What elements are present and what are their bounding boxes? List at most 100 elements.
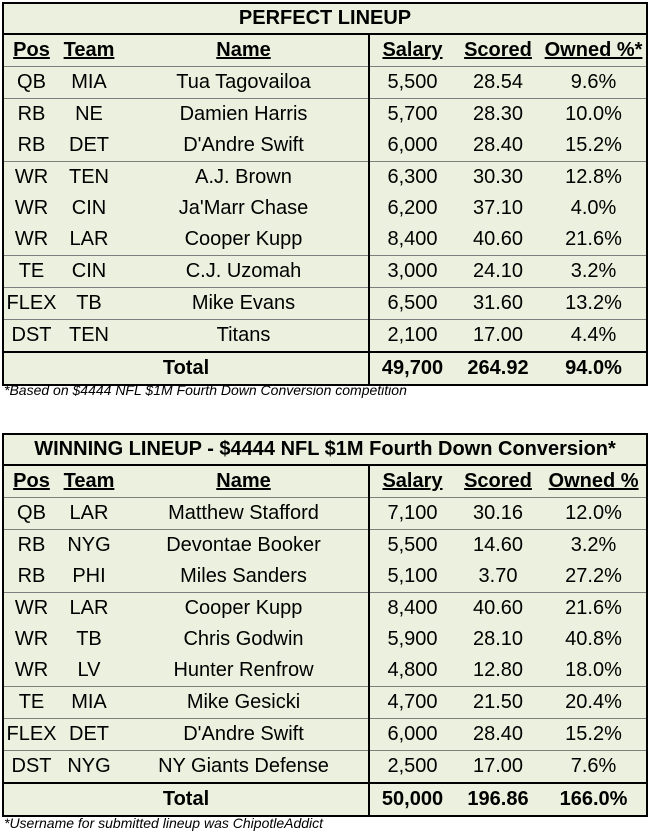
- cell-team: NE: [59, 98, 119, 130]
- header-name: Name: [216, 39, 271, 61]
- cell-salary: 2,100: [368, 319, 455, 352]
- cell-scored: 30.30: [455, 161, 541, 193]
- cell-scored: 31.60: [455, 287, 541, 320]
- cell-salary: 3,000: [368, 255, 455, 288]
- cell-name: Damien Harris: [119, 98, 369, 130]
- cell-team: LAR: [59, 592, 119, 624]
- winning-lineup-title: WINNING LINEUP - $4444 NFL $1M Fourth Do…: [1, 433, 648, 466]
- cell-pos: WR: [2, 592, 59, 624]
- table-row: WR LV Hunter Renfrow 4,800 12.80 18.0%: [2, 655, 648, 687]
- cell-salary: 7,100: [368, 497, 455, 530]
- total-salary: 50,000: [368, 782, 455, 817]
- cell-name: C.J. Uzomah: [119, 255, 369, 288]
- cell-pos: DST: [2, 319, 59, 352]
- cell-team: LAR: [69, 228, 109, 250]
- cell-salary: 6,000: [368, 718, 455, 751]
- cell-pos: RB: [2, 529, 59, 561]
- cell-name: Cooper Kupp: [119, 592, 369, 624]
- cell-scored: 28.40: [472, 134, 524, 156]
- header-scored: Scored: [464, 39, 532, 61]
- header-scored: Scored: [464, 470, 532, 492]
- cell-pos: FLEX: [2, 287, 59, 320]
- cell-name: Mike Evans: [119, 287, 369, 320]
- cell-team: TEN: [59, 161, 119, 193]
- total-scored: 196.86: [455, 782, 541, 817]
- cell-salary: 6,000: [368, 130, 455, 162]
- cell-scored: 14.60: [455, 529, 541, 561]
- cell-team: CIN: [71, 197, 107, 219]
- winning-footnote: *Username for submitted lineup was Chipo…: [4, 815, 324, 831]
- header-name: Name: [216, 470, 271, 492]
- cell-salary: 6,200: [368, 193, 455, 224]
- total-label: Total: [2, 351, 369, 386]
- cell-scored: 17.00: [455, 319, 541, 352]
- cell-pos: QB: [2, 497, 59, 530]
- cell-pos: RB: [2, 561, 59, 593]
- cell-salary: 8,400: [368, 592, 455, 624]
- cell-team: NYG: [59, 529, 119, 561]
- table-row: RB PHI Miles Sanders 5,100 3.70 27.2%: [2, 561, 648, 593]
- table-row: WR TB Chris Godwin 5,900 28.10 40.8%: [2, 624, 648, 655]
- cell-team: TEN: [59, 319, 119, 352]
- cell-owned: 40.8%: [541, 624, 648, 655]
- table-row: FLEX DET D'Andre Swift 6,000 28.40 15.2%: [2, 718, 648, 751]
- cell-name: Tua Tagovailoa: [119, 66, 369, 99]
- cell-scored: 28.30: [455, 98, 541, 130]
- cell-name: Miles Sanders: [180, 565, 307, 587]
- table-row: QB MIA Tua Tagovailoa 5,500 28.54 9.6%: [2, 66, 648, 99]
- cell-team: TB: [76, 628, 102, 650]
- cell-salary: 8,400: [368, 224, 455, 256]
- cell-pos: TE: [2, 686, 59, 719]
- cell-scored: 28.54: [455, 66, 541, 99]
- header-team: Team: [63, 39, 115, 61]
- table-row: QB LAR Matthew Stafford 7,100 30.16 12.0%: [2, 497, 648, 530]
- header-salary: Salary: [368, 465, 455, 498]
- cell-pos: QB: [2, 66, 59, 99]
- cell-pos: WR: [2, 193, 59, 224]
- perfect-footnote: *Based on $4444 NFL $1M Fourth Down Conv…: [4, 382, 407, 398]
- cell-owned: 9.6%: [541, 66, 648, 99]
- winning-lineup-table: WINNING LINEUP - $4444 NFL $1M Fourth Do…: [1, 433, 648, 817]
- table-row: DST TEN Titans 2,100 17.00 4.4%: [2, 319, 648, 352]
- total-scored: 264.92: [455, 351, 541, 386]
- cell-scored: 28.10: [472, 628, 524, 650]
- table-row: WR TEN A.J. Brown 6,300 30.30 12.8%: [2, 161, 648, 193]
- cell-owned: 12.8%: [541, 161, 648, 193]
- cell-scored: 37.10: [472, 197, 524, 219]
- cell-pos: TE: [2, 255, 59, 288]
- cell-owned: 3.2%: [541, 255, 648, 288]
- cell-team: DET: [59, 718, 119, 751]
- cell-scored: 30.16: [455, 497, 541, 530]
- cell-scored: 24.10: [455, 255, 541, 288]
- cell-salary: 4,800: [368, 655, 455, 687]
- cell-pos: WR: [2, 224, 59, 256]
- header-owned: Owned %: [541, 465, 648, 498]
- cell-team: TB: [59, 287, 119, 320]
- total-salary: 49,700: [368, 351, 455, 386]
- cell-pos: WR: [2, 161, 59, 193]
- cell-salary: 5,900: [368, 624, 455, 655]
- table-row: RB DET D'Andre Swift 6,000 28.40 15.2%: [2, 130, 648, 162]
- cell-team: LAR: [59, 497, 119, 530]
- cell-pos: WR: [2, 655, 59, 687]
- cell-pos: RB: [2, 98, 59, 130]
- header-team: Team: [63, 470, 115, 492]
- table-row: RB NE Damien Harris 5,700 28.30 10.0%: [2, 98, 648, 130]
- perfect-lineup-title: PERFECT LINEUP: [1, 2, 648, 35]
- cell-salary: 5,500: [368, 529, 455, 561]
- cell-owned: 21.6%: [541, 592, 648, 624]
- header-pos: Pos: [2, 34, 59, 67]
- cell-salary: 4,700: [368, 686, 455, 719]
- cell-scored: 40.60: [472, 228, 524, 250]
- cell-name: D'Andre Swift: [183, 134, 304, 156]
- cell-name: Mike Gesicki: [119, 686, 369, 719]
- cell-team: LV: [77, 659, 101, 681]
- cell-name: D'Andre Swift: [119, 718, 369, 751]
- cell-name: NY Giants Defense: [119, 750, 369, 783]
- cell-scored: 12.80: [472, 659, 524, 681]
- cell-salary: 5,500: [368, 66, 455, 99]
- winning-total-row: Total 50,000 196.86 166.0%: [2, 782, 648, 817]
- perfect-total-row: Total 49,700 264.92 94.0%: [2, 351, 648, 386]
- cell-pos: WR: [2, 624, 59, 655]
- perfect-lineup-table: PERFECT LINEUP Pos Team Name Salary Scor…: [1, 2, 648, 386]
